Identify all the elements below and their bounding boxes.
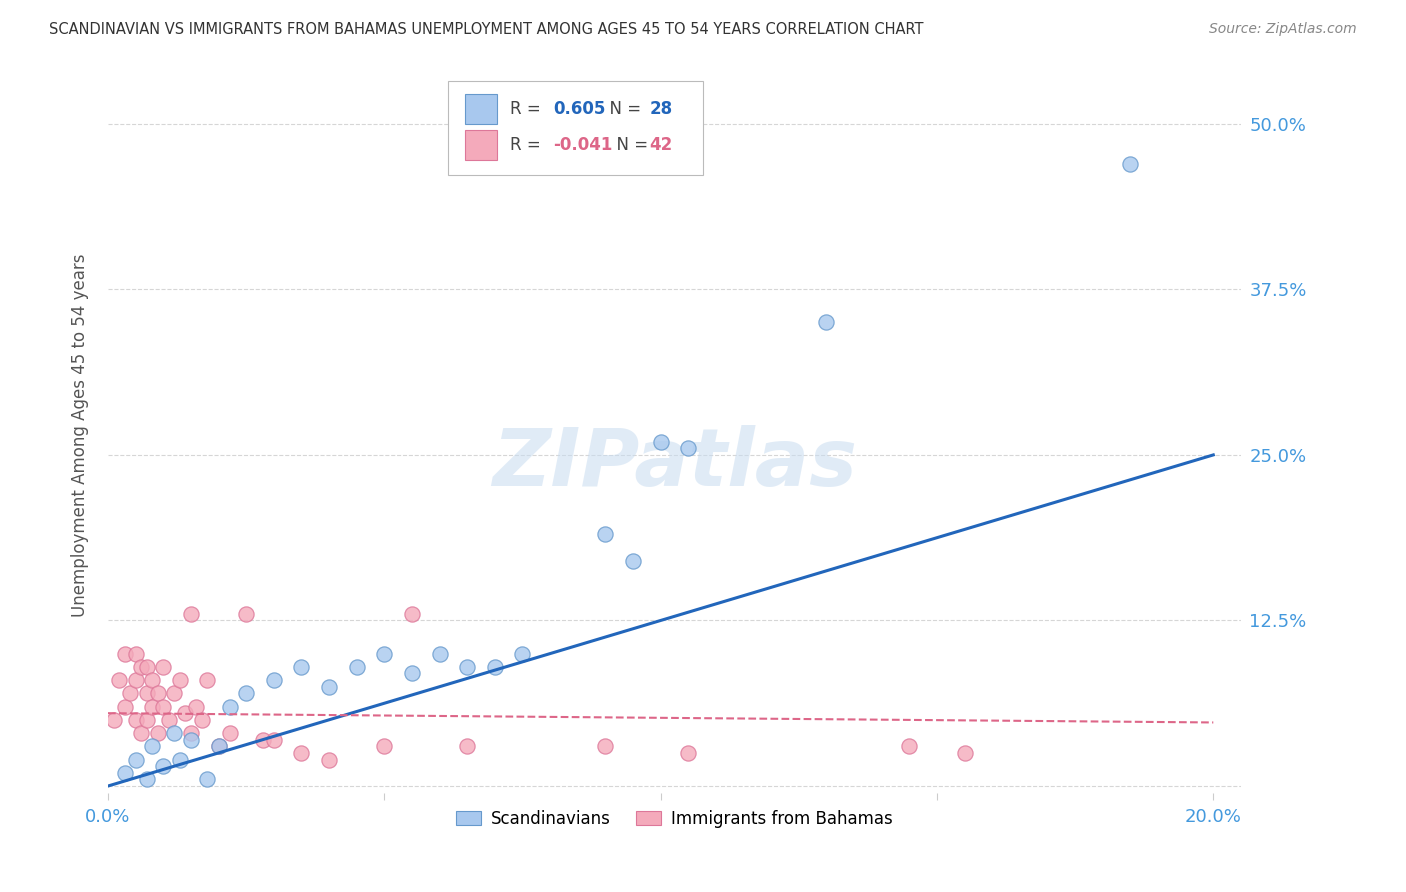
FancyBboxPatch shape	[465, 130, 496, 161]
Point	[174, 706, 197, 721]
Text: SCANDINAVIAN VS IMMIGRANTS FROM BAHAMAS UNEMPLOYMENT AMONG AGES 45 TO 54 YEARS C: SCANDINAVIAN VS IMMIGRANTS FROM BAHAMAS …	[49, 22, 924, 37]
Point	[197, 673, 219, 687]
Point	[207, 739, 229, 754]
Point	[152, 699, 174, 714]
Point	[124, 647, 146, 661]
Point	[207, 739, 229, 754]
Point	[456, 660, 478, 674]
Point	[114, 647, 136, 661]
Point	[141, 739, 163, 754]
Point	[114, 699, 136, 714]
Point	[678, 442, 700, 456]
Point	[120, 686, 142, 700]
Point	[401, 666, 423, 681]
Text: 28: 28	[650, 100, 672, 118]
Text: R =: R =	[510, 100, 551, 118]
Point	[146, 686, 169, 700]
Point	[373, 647, 395, 661]
Text: R =: R =	[510, 136, 546, 154]
Point	[263, 673, 285, 687]
Point	[1119, 156, 1142, 170]
Point	[163, 686, 186, 700]
Text: Source: ZipAtlas.com: Source: ZipAtlas.com	[1209, 22, 1357, 37]
Point	[621, 554, 644, 568]
Point	[141, 673, 163, 687]
Point	[373, 739, 395, 754]
Point	[235, 607, 257, 621]
Point	[180, 607, 202, 621]
Text: N =: N =	[599, 100, 645, 118]
Point	[429, 647, 451, 661]
FancyBboxPatch shape	[465, 94, 496, 124]
Point	[124, 673, 146, 687]
Point	[135, 660, 157, 674]
Point	[318, 680, 340, 694]
Point	[103, 713, 125, 727]
Point	[180, 726, 202, 740]
Point	[346, 660, 368, 674]
Point	[898, 739, 921, 754]
Text: ZIPatlas: ZIPatlas	[492, 425, 858, 503]
Point	[191, 713, 214, 727]
Point	[135, 713, 157, 727]
Point	[186, 699, 208, 714]
Point	[595, 527, 617, 541]
Point	[157, 713, 180, 727]
Point	[290, 660, 312, 674]
Text: 0.605: 0.605	[553, 100, 606, 118]
Point	[135, 772, 157, 787]
Point	[235, 686, 257, 700]
Point	[169, 673, 191, 687]
Point	[180, 732, 202, 747]
Y-axis label: Unemployment Among Ages 45 to 54 years: Unemployment Among Ages 45 to 54 years	[72, 253, 89, 616]
Point	[290, 746, 312, 760]
Point	[484, 660, 506, 674]
Point	[650, 434, 672, 449]
Point	[678, 746, 700, 760]
Legend: Scandinavians, Immigrants from Bahamas: Scandinavians, Immigrants from Bahamas	[450, 803, 900, 834]
Point	[129, 660, 152, 674]
Point	[252, 732, 274, 747]
Point	[124, 753, 146, 767]
Point	[152, 759, 174, 773]
Point	[152, 660, 174, 674]
Point	[218, 726, 240, 740]
Point	[146, 726, 169, 740]
Point	[512, 647, 534, 661]
Point	[218, 699, 240, 714]
Point	[401, 607, 423, 621]
Point	[595, 739, 617, 754]
Point	[124, 713, 146, 727]
Text: 42: 42	[650, 136, 673, 154]
Point	[953, 746, 976, 760]
Point	[129, 726, 152, 740]
Point	[263, 732, 285, 747]
Point	[114, 765, 136, 780]
Text: N =: N =	[606, 136, 654, 154]
Point	[197, 772, 219, 787]
Point	[163, 726, 186, 740]
Point	[815, 316, 838, 330]
Point	[141, 699, 163, 714]
FancyBboxPatch shape	[449, 81, 703, 176]
Text: -0.041: -0.041	[553, 136, 613, 154]
Point	[456, 739, 478, 754]
Point	[169, 753, 191, 767]
Point	[108, 673, 131, 687]
Point	[135, 686, 157, 700]
Point	[318, 753, 340, 767]
